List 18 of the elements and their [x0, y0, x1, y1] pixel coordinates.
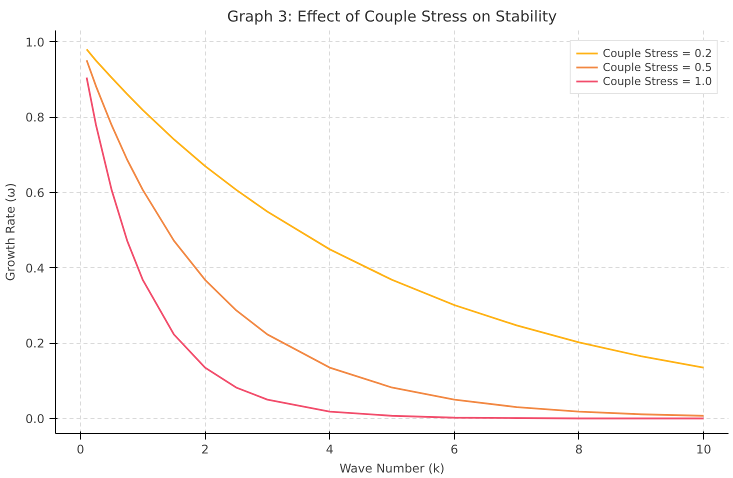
x-tick-label: 0 — [76, 442, 84, 456]
x-tick-label: 6 — [450, 442, 458, 456]
x-tick-label: 4 — [326, 442, 334, 456]
y-axis-title: Growth Rate (ω) — [3, 182, 18, 281]
legend-label: Couple Stress = 1.0 — [602, 74, 712, 88]
chart-title: Graph 3: Effect of Couple Stress on Stability — [227, 8, 558, 26]
y-tick-label: 0.6 — [25, 186, 45, 200]
x-axis-title: Wave Number (k) — [339, 462, 445, 476]
x-tick-label: 8 — [575, 442, 583, 456]
y-tick-label: 0.2 — [25, 336, 45, 351]
y-tick-label: 1.0 — [25, 35, 45, 50]
y-tick-label: 0.4 — [25, 261, 45, 276]
x-tick-label: 2 — [201, 442, 209, 456]
y-tick-label: 0.8 — [25, 110, 45, 125]
legend-label: Couple Stress = 0.5 — [602, 60, 712, 74]
x-tick-label: 10 — [696, 442, 712, 456]
y-tick-label: 0.0 — [25, 412, 45, 426]
legend-label: Couple Stress = 0.2 — [602, 46, 712, 60]
